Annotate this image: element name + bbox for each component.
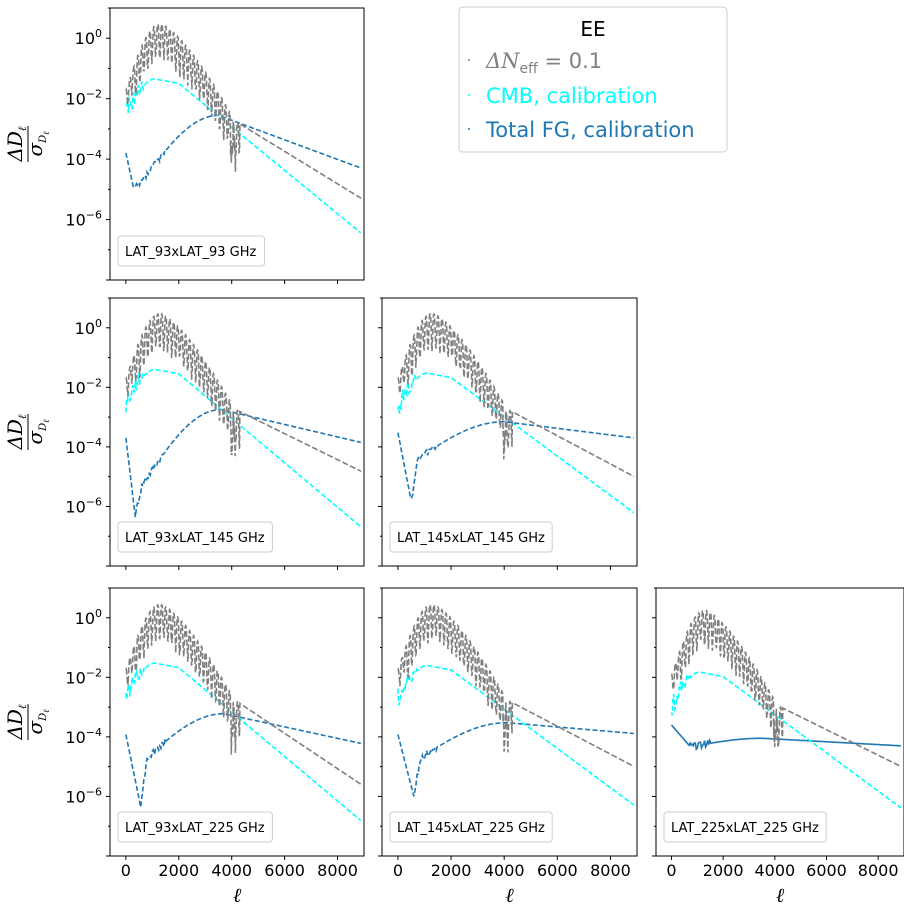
y-tick-label: 10−2	[65, 88, 102, 109]
series-cmb-calibration	[125, 662, 362, 822]
x-tick-label: 8000	[858, 861, 899, 880]
legend-entry: CMB, calibration	[486, 84, 658, 108]
x-tick-label: 2000	[431, 861, 472, 880]
legend-entry: Total FG, calibration	[485, 118, 695, 142]
panel-label-box	[117, 811, 273, 843]
legend-entry: ΔNeff = 0.1	[485, 49, 602, 77]
x-tick-label: 0	[393, 861, 403, 880]
axes-frame	[655, 587, 904, 857]
x-tick-label: 8000	[317, 861, 358, 880]
axes-frame	[109, 7, 365, 281]
plot-area	[125, 312, 362, 528]
svg-text:ΔDℓ: ΔDℓ	[3, 414, 29, 450]
legend-marker	[468, 59, 470, 61]
legend-marker	[468, 128, 470, 130]
panel-label: LAT_225xLAT_225 GHz	[671, 821, 819, 836]
legend: EE ΔNeff = 0.1 CMB, calibration Total FG, c…	[458, 6, 728, 153]
x-axis-label: ℓ	[233, 883, 242, 907]
y-tick-label: 10−2	[65, 376, 102, 397]
panel-label: LAT_145xLAT_145 GHz	[397, 531, 545, 546]
series-cmb-calibration	[125, 368, 362, 528]
y-tick-label: 100	[75, 317, 102, 338]
series-total-fg-calibration	[125, 114, 362, 189]
y-tick-label: 10−6	[65, 209, 102, 230]
x-tick-label: 6000	[806, 861, 847, 880]
x-tick-label: 4000	[211, 861, 252, 880]
panel-label-box	[663, 811, 827, 843]
svg-text:σDℓ: σDℓ	[23, 419, 51, 445]
x-tick-label: 2000	[703, 861, 744, 880]
series-delta-neff	[670, 609, 902, 768]
series-delta-neff	[125, 312, 362, 473]
y-tick-label: 100	[75, 607, 102, 628]
series-delta-neff	[397, 312, 635, 478]
y-tick-label: 10−6	[65, 785, 102, 806]
series-delta-neff	[125, 22, 362, 199]
axes-frame	[381, 297, 638, 567]
panel-label: LAT_93xLAT_145 GHz	[125, 531, 265, 546]
y-tick-label: 10−4	[65, 726, 102, 747]
panel-lat_145xlat_145-ghz: LAT_145xLAT_145 GHz	[378, 297, 638, 570]
y-tick-label: 10−6	[65, 495, 102, 516]
plot-area	[397, 603, 635, 806]
axes-frame	[109, 297, 365, 567]
x-axis-label: ℓ	[505, 883, 514, 907]
y-tick-label: 100	[75, 27, 102, 48]
x-tick-label: 2000	[158, 861, 199, 880]
series-total-fg-calibration	[397, 420, 634, 501]
panel-label: LAT_93xLAT_225 GHz	[125, 821, 265, 836]
series-cmb-calibration	[397, 664, 635, 806]
x-tick-label: 0	[666, 861, 676, 880]
panel-label: LAT_145xLAT_225 GHz	[397, 821, 545, 836]
series-delta-neff	[125, 603, 362, 786]
series-total-fg-calibration	[397, 721, 634, 797]
x-tick-label: 6000	[537, 861, 578, 880]
panel-lat_225xlat_225-ghz: 0 2000 4000 6000 8000 ℓ LAT_225xLAT_225 GHz	[652, 587, 904, 907]
series-total-fg-calibration	[125, 712, 361, 808]
svg-text:σDℓ: σDℓ	[23, 131, 51, 157]
series-cmb-calibration	[125, 78, 362, 234]
x-axis-label: ℓ	[776, 883, 785, 907]
svg-text:ΔDℓ: ΔDℓ	[3, 126, 29, 162]
y-tick-label: 10−4	[65, 436, 102, 457]
x-tick-label: 4000	[754, 861, 795, 880]
y-tick-label: 10−2	[65, 666, 102, 687]
svg-text:ΔDℓ: ΔDℓ	[3, 704, 29, 740]
axes-frame	[109, 587, 365, 857]
panel-label-box	[117, 235, 266, 267]
series-cmb-calibration	[670, 671, 902, 809]
panel-label-box	[389, 521, 553, 553]
panel-label: LAT_93xLAT_93 GHz	[125, 245, 256, 260]
plot-area	[670, 609, 902, 809]
series-delta-neff	[397, 603, 635, 768]
legend-frame	[458, 6, 728, 153]
x-tick-label: 0	[121, 861, 131, 880]
series-cmb-calibration	[397, 372, 635, 514]
plot-area	[125, 603, 362, 822]
x-tick-label: 4000	[484, 861, 525, 880]
plot-area	[397, 312, 635, 514]
legend-marker	[468, 94, 470, 96]
legend-title: EE	[580, 17, 605, 41]
plot-area	[125, 22, 362, 234]
x-tick-label: 8000	[590, 861, 631, 880]
x-tick-label: 6000	[264, 861, 305, 880]
series-total-fg-calibration	[125, 408, 361, 518]
series-total-fg-calibration	[670, 724, 901, 751]
svg-text:σDℓ: σDℓ	[23, 709, 51, 735]
y-tick-label: 10−4	[65, 148, 102, 169]
panel-label-box	[117, 521, 273, 553]
panel-lat_145xlat_225-ghz: 0 2000 4000 6000 8000 ℓ LAT_145xLAT_225 GHz	[378, 587, 638, 907]
axes-frame	[381, 587, 638, 857]
panel-label-box	[389, 811, 553, 843]
